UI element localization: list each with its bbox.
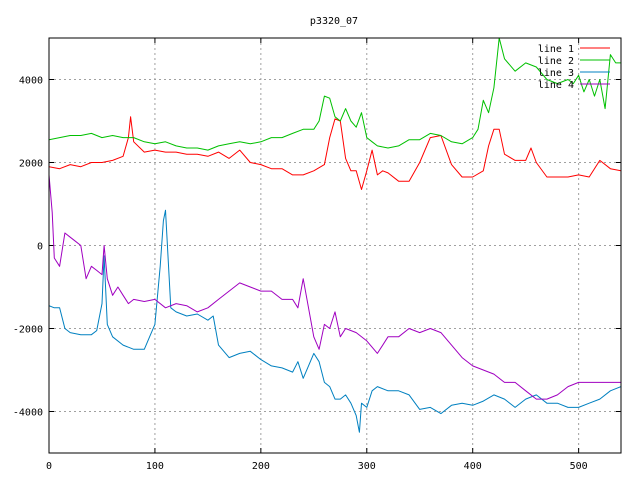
x-tick-label: 0 [46, 461, 52, 472]
legend-label-1: line 1 [538, 44, 574, 55]
legend-label-4: line 4 [538, 80, 574, 91]
series-line-4 [49, 174, 621, 400]
y-tick-label: -2000 [13, 325, 43, 336]
axis-ticks: 0 100 200 300 400 500 -4000 -2000 0 2000 4000 [13, 38, 621, 472]
x-tick-label: 300 [358, 461, 376, 472]
x-tick-label: 500 [570, 461, 588, 472]
x-tick-label: 200 [252, 461, 270, 472]
y-tick-label: -4000 [13, 408, 43, 419]
series-line-3 [49, 209, 621, 433]
y-tick-label: 0 [37, 242, 43, 253]
y-tick-label: 4000 [19, 76, 43, 87]
legend-label-2: line 2 [538, 56, 574, 67]
y-tick-label: 2000 [19, 159, 43, 170]
x-tick-label: 100 [146, 461, 164, 472]
chart-title: p3320_07 [310, 16, 358, 27]
series-line-1 [49, 116, 621, 190]
plot-frame [48, 37, 622, 454]
x-tick-label: 400 [464, 461, 482, 472]
legend-label-3: line 3 [538, 68, 574, 79]
series-line-2 [49, 38, 621, 151]
grid [49, 38, 621, 453]
series-lines [49, 38, 621, 433]
